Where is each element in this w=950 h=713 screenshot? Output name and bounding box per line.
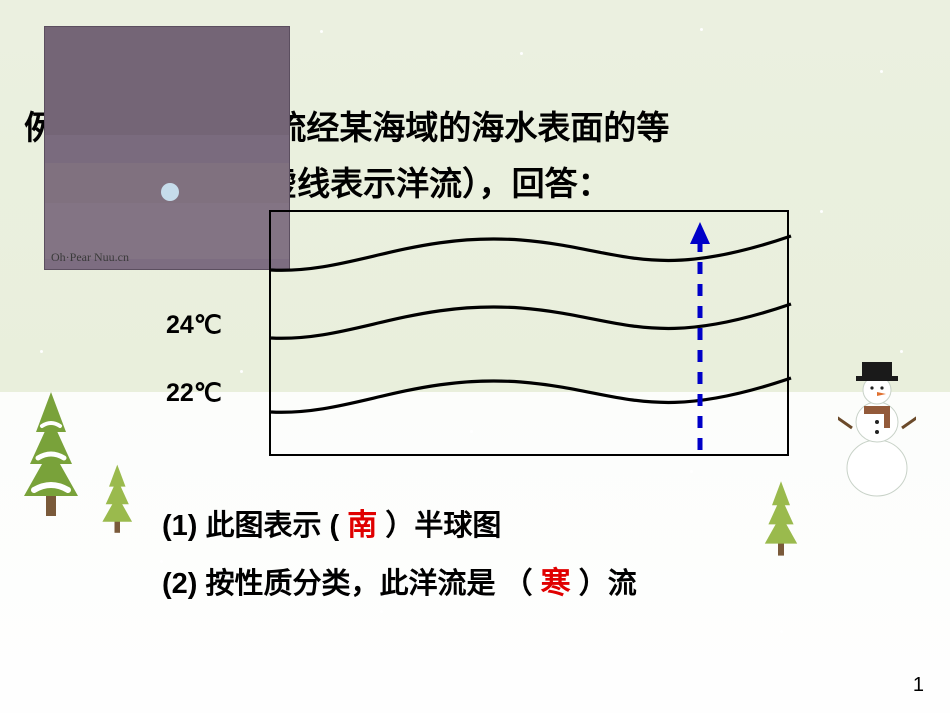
q2-answer: 寒 — [541, 567, 571, 600]
page-number: 1 — [913, 674, 924, 697]
inset-image: Oh·Pear Nuu.cn — [44, 26, 290, 270]
isotherm-line-3 — [271, 372, 791, 432]
question-2: (2) 按性质分类，此洋流是 （ 寒 ）流 — [162, 558, 637, 602]
isotherm-line-2 — [271, 298, 791, 358]
isotherm-line-1 — [271, 230, 791, 290]
inset-signature: Oh·Pear Nuu.cn — [51, 250, 129, 265]
question-1: (1) 此图表示 ( 南 ）半球图 — [162, 500, 501, 544]
q1-prefix: (1) 此图表示 ( — [162, 510, 339, 542]
temp-label-22: 22℃ — [166, 378, 222, 408]
title-mid: 流流经某海域的海水表面的等 — [240, 109, 669, 146]
tree-decoration-1 — [16, 380, 86, 525]
tree-decoration-3 — [760, 474, 802, 561]
tree-decoration-2 — [98, 458, 137, 538]
q2-suffix: ）流 — [579, 568, 637, 600]
q1-suffix: ）半球图 — [385, 510, 501, 542]
q1-answer: 南 — [347, 509, 377, 542]
temp-label-24: 24℃ — [166, 310, 222, 340]
title-line2: 虚线表示洋流），回答： — [264, 165, 611, 202]
isotherm-diagram — [269, 210, 789, 456]
q2-prefix: (2) 按性质分类，此洋流是 （ — [162, 568, 533, 600]
snowman-decoration — [838, 350, 916, 500]
